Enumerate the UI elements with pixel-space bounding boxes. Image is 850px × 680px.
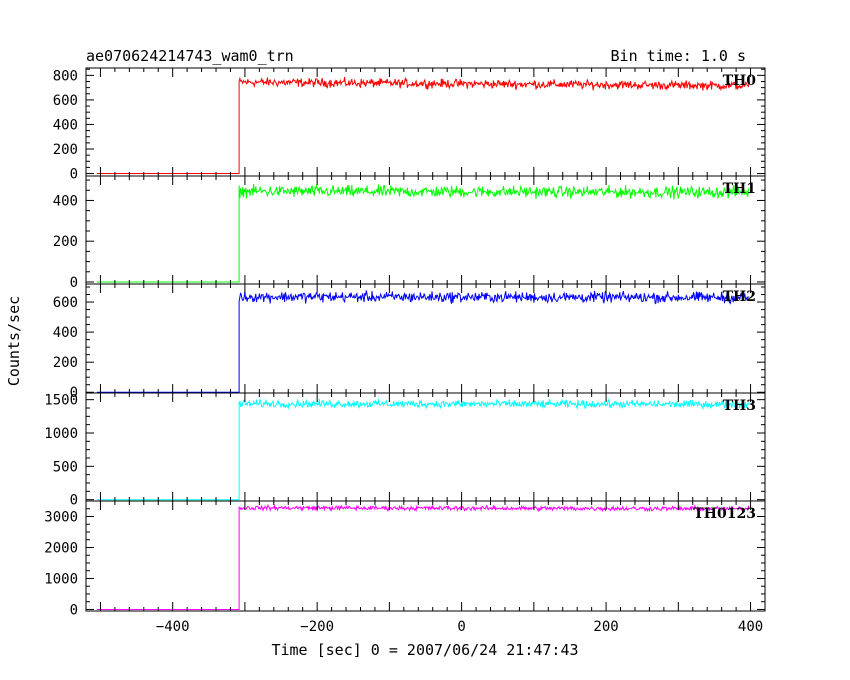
- chart-title: ae070624214743_wam0_trn: [86, 47, 294, 65]
- y-tick-label: 1000: [44, 571, 78, 587]
- y-tick-label: 2000: [44, 540, 78, 556]
- y-tick-label: 0: [70, 385, 78, 401]
- y-tick-label: 500: [53, 459, 78, 475]
- series-line-th3: [96, 398, 750, 501]
- y-tick-label: 0: [70, 602, 78, 618]
- y-tick-label: 3000: [44, 509, 78, 525]
- series-line-th2: [96, 290, 750, 393]
- series-label-th1: TH1: [723, 181, 756, 197]
- panel-th0: 0 200 400 600 800 TH0: [53, 67, 766, 183]
- x-tick-label: 0: [457, 619, 465, 635]
- x-axis-label: Time [sec] 0 = 2007/06/24 21:47:43: [271, 641, 578, 659]
- y-tick-label: 0: [70, 275, 78, 291]
- panel-th2: 0 200 400 600 TH2: [53, 283, 766, 401]
- y-tick-label: 400: [53, 117, 78, 133]
- y-tick-label: 600: [53, 295, 78, 311]
- y-tick-label: 600: [53, 93, 78, 109]
- y-tick-label: 0: [70, 493, 78, 509]
- series-line-th0: [96, 76, 750, 174]
- series-line-th1: [96, 183, 750, 283]
- series-label-th3: TH3: [723, 398, 756, 414]
- panel-frame: [85, 175, 766, 285]
- y-tick-label: 0: [70, 167, 78, 183]
- y-tick-label: 400: [53, 325, 78, 341]
- panel-th1: 0 200 400 TH1: [53, 175, 766, 291]
- y-tick-label: 400: [53, 193, 78, 209]
- bin-time-label: Bin time: 1.0 s: [611, 47, 746, 65]
- x-tick-label: 200: [593, 619, 618, 635]
- series-label-th0: TH0: [723, 73, 757, 89]
- x-tick-label: −200: [300, 619, 334, 635]
- panel-th0123: 0 1000 2000 3000 TH0123: [44, 500, 766, 618]
- series-line-th0123: [96, 503, 750, 610]
- panel-frame: [85, 392, 766, 502]
- y-tick-label: 200: [53, 142, 78, 158]
- y-tick-label: 200: [53, 234, 78, 250]
- series-label-th2: TH2: [723, 289, 756, 305]
- x-tick-label: −400: [156, 619, 190, 635]
- y-tick-label: 800: [53, 68, 78, 84]
- y-tick-label: 200: [53, 355, 78, 371]
- panel-th3: 0 500 1000 1500 TH3: [44, 392, 766, 509]
- y-tick-label: 1000: [44, 426, 78, 442]
- x-tick-label: 400: [738, 619, 763, 635]
- panel-frame: [85, 500, 766, 612]
- series-label-th0123: TH0123: [693, 506, 756, 522]
- y-tick-label: 1500: [44, 393, 78, 409]
- y-axis-label: Counts/sec: [5, 296, 23, 386]
